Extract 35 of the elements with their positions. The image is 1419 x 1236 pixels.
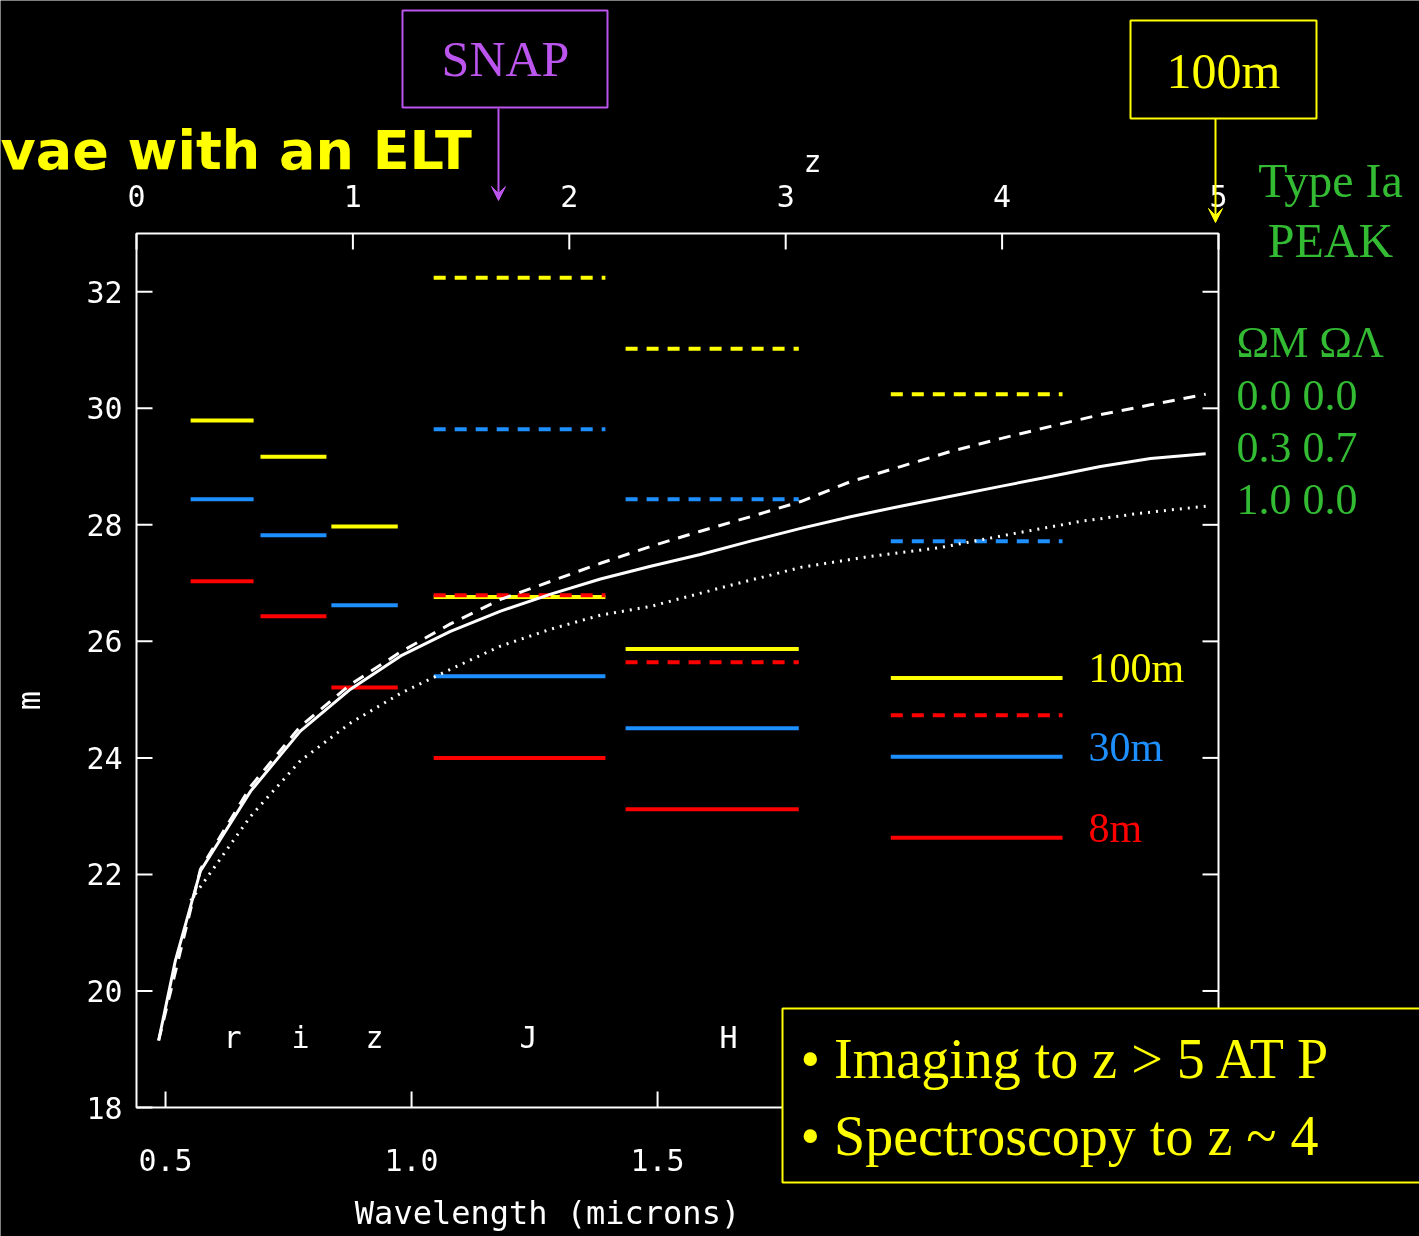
x2-tick-label: 2 — [560, 178, 579, 214]
y-tick-label: 22 — [86, 857, 123, 893]
y-tick-label: 20 — [86, 973, 123, 1009]
annotation: • Spectroscopy to z ~ 4 — [800, 1104, 1319, 1167]
text: 0.3 0.7 — [1236, 423, 1358, 472]
y-axis-title: m — [9, 690, 48, 711]
annotation: r — [223, 1020, 242, 1055]
text: SNAP — [441, 30, 570, 87]
text: ΩM ΩΛ — [1236, 318, 1385, 367]
series-label: 30m — [1088, 723, 1164, 770]
y-tick-label: 28 — [86, 507, 123, 543]
annotation: H — [719, 1020, 738, 1055]
annotation: i — [291, 1020, 310, 1055]
x-tick-label: 1.0 — [384, 1142, 439, 1178]
text: Type Ia — [1258, 154, 1403, 207]
text: 0.0 0.0 — [1236, 371, 1358, 420]
y-tick-label: 32 — [86, 274, 123, 310]
y-tick-label: 30 — [86, 391, 123, 427]
x2-axis-title: z — [803, 144, 822, 179]
x-axis-title: Wavelength (microns) — [354, 1193, 741, 1232]
y-tick-label: 24 — [86, 740, 123, 776]
y-tick-label: 18 — [86, 1090, 123, 1126]
x2-tick-label: 4 — [993, 178, 1012, 214]
annotation: • Imaging to z > 5 AT P — [800, 1027, 1329, 1090]
text: PEAK — [1267, 214, 1394, 267]
y-tick-label: 26 — [86, 624, 123, 660]
x-tick-label: 1.5 — [630, 1142, 685, 1178]
text: 1.0 0.0 — [1236, 475, 1358, 524]
text: 100m — [1166, 42, 1281, 99]
annotation: z — [365, 1020, 384, 1055]
series-label: 100m — [1088, 645, 1185, 692]
x2-tick-label: 3 — [776, 178, 795, 214]
annotation: J — [519, 1020, 538, 1055]
x-tick-label: 0.5 — [138, 1142, 193, 1178]
series-label: 8m — [1088, 804, 1143, 851]
